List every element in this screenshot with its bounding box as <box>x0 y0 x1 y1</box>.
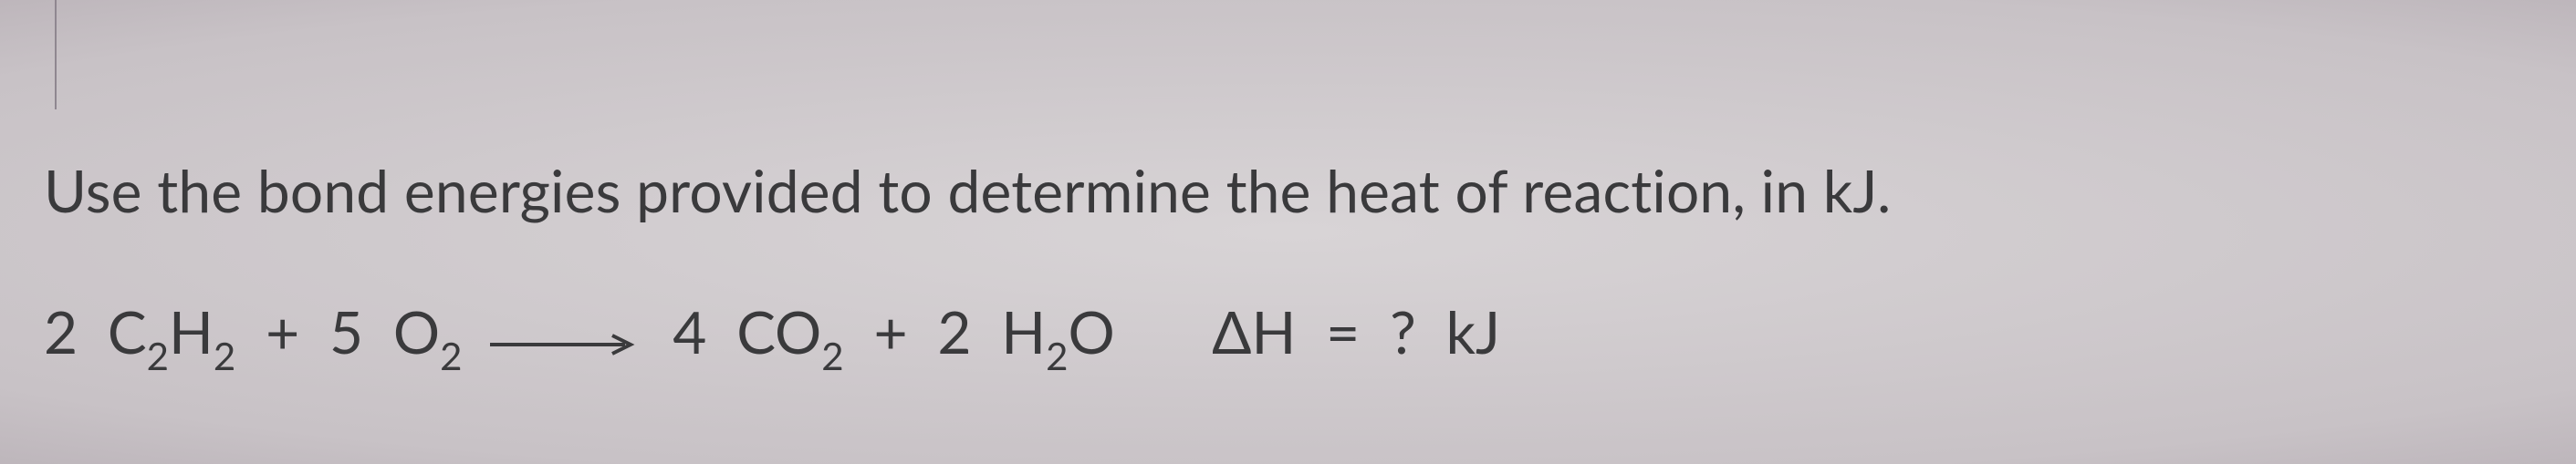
reactant2-elem: O <box>393 296 440 366</box>
reactant1-sub1: 2 <box>147 333 169 378</box>
plus-1: + <box>266 296 299 366</box>
reactant1-coef: 2 <box>44 296 78 366</box>
product2-elem2: O <box>1069 296 1115 366</box>
reactant2-sub: 2 <box>440 333 462 378</box>
product1-coef: 4 <box>673 296 706 366</box>
equals-sign: = <box>1326 296 1360 366</box>
reactant2-coef: 5 <box>329 296 363 366</box>
delta-h-label: ΔH <box>1212 296 1296 366</box>
reactant1-elem2: H <box>169 296 214 366</box>
unknown-value: ? <box>1390 296 1416 366</box>
question-content: Use the bond energies provided to determ… <box>44 155 1891 375</box>
reactant1-elem1: C <box>108 296 147 366</box>
reaction-arrow-icon <box>488 300 643 370</box>
vertical-divider <box>55 0 57 109</box>
product1-elem: CO <box>736 296 821 366</box>
chemical-equation: 2 C2H2 + 5 O2 4 CO2 + 2 H2O ΔH = ? kJ <box>44 296 1891 375</box>
product2-coef: 2 <box>937 296 971 366</box>
product2-elem1: H <box>1001 296 1046 366</box>
plus-2: + <box>873 296 907 366</box>
product2-sub: 2 <box>1046 333 1068 378</box>
product1-sub: 2 <box>821 333 843 378</box>
unit-label: kJ <box>1446 296 1501 366</box>
question-prompt: Use the bond energies provided to determ… <box>44 155 1891 225</box>
reactant1-sub2: 2 <box>214 333 235 378</box>
